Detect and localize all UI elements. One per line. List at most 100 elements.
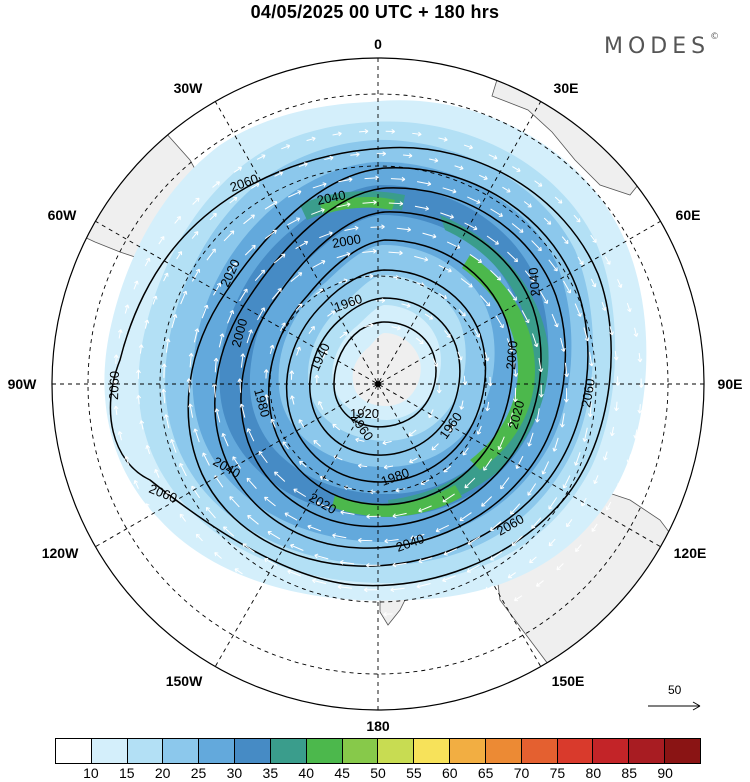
wind-arrow	[539, 291, 548, 304]
wind-arrowhead	[606, 260, 611, 265]
wind-arrowhead	[476, 199, 481, 204]
wind-arrowhead	[213, 357, 219, 362]
wind-arrowhead	[418, 508, 423, 513]
wind-arrow	[428, 409, 434, 418]
wind-arrow	[384, 539, 399, 542]
lon-label-150e: 150E	[551, 673, 585, 689]
wind-arrow	[315, 502, 330, 509]
wind-arrowhead	[406, 303, 411, 308]
wind-arrow	[282, 441, 289, 450]
wind-arrowhead	[240, 353, 246, 358]
wind-arrowhead	[432, 233, 437, 239]
wind-arrowhead	[609, 331, 614, 336]
wind-arrowhead	[134, 280, 139, 285]
wind-arrowhead	[395, 487, 400, 493]
wind-arrow	[144, 257, 150, 267]
wind-arrow	[609, 326, 613, 336]
wind-arrowhead	[581, 502, 586, 507]
wind-arrow	[422, 232, 437, 238]
wind-arrowhead	[552, 447, 558, 452]
wind-arrow	[507, 572, 516, 579]
wind-arrow	[403, 154, 413, 157]
wind-arrow	[446, 241, 461, 249]
wind-arrow	[617, 279, 622, 288]
wind-arrowhead	[113, 405, 119, 410]
wind-arrow	[264, 201, 278, 210]
wind-arrowhead	[390, 587, 395, 593]
wind-arrow	[388, 202, 403, 205]
wind-arrowhead	[484, 357, 490, 362]
wind-arrowhead	[233, 196, 238, 202]
wind-arrow	[479, 295, 491, 307]
wind-arrow	[246, 329, 252, 344]
wind-arrowhead	[558, 199, 563, 204]
wind-arrow	[364, 324, 374, 328]
wind-arrowhead	[382, 440, 387, 446]
wind-arrow	[247, 515, 259, 525]
wind-arrowhead	[407, 227, 412, 232]
contour-label: 2060	[106, 371, 122, 400]
wind-arrow	[460, 278, 473, 288]
wind-arrow	[639, 404, 641, 414]
wind-arrowhead	[298, 419, 303, 424]
wind-arrow	[415, 337, 424, 345]
wind-arrowhead	[160, 236, 165, 241]
wind-arrowhead	[579, 260, 584, 265]
wind-arrowhead	[605, 506, 610, 511]
wind-arrow	[502, 186, 511, 193]
wind-arrow	[332, 132, 342, 136]
wind-arrowhead	[247, 514, 252, 520]
wind-arrowhead	[603, 456, 608, 461]
wind-arrowhead	[176, 216, 181, 221]
wind-arrowhead	[507, 422, 513, 427]
wind-arrow	[538, 357, 542, 372]
wind-arrow	[271, 288, 282, 300]
lon-label-150w: 150W	[165, 673, 203, 689]
lon-label-90w: 90W	[7, 376, 37, 392]
wind-arrowhead	[246, 428, 252, 433]
wind-arrow	[319, 232, 333, 239]
wind-arrow	[244, 244, 256, 256]
wind-arrowhead	[124, 455, 129, 460]
wind-arrow	[229, 197, 238, 204]
wind-arrowhead	[304, 601, 309, 607]
wind-arrowhead	[269, 344, 275, 349]
wind-arrow	[240, 353, 244, 368]
wind-arrowhead	[117, 329, 123, 334]
wind-arrowhead	[627, 308, 632, 313]
wind-arrowhead	[281, 253, 286, 258]
wind-arrow	[481, 496, 493, 507]
wind-arrow	[391, 326, 401, 330]
wind-arrowhead	[366, 514, 370, 519]
wind-arrow	[298, 419, 305, 428]
wind-arrowhead	[574, 461, 579, 466]
wind-arrow	[513, 362, 517, 377]
wind-arrow	[390, 178, 405, 180]
wind-arrowhead	[323, 349, 328, 355]
wind-arrow	[196, 533, 203, 542]
wind-arrowhead	[308, 626, 313, 631]
wind-arrow	[418, 557, 433, 563]
wind-arrowhead	[512, 398, 518, 403]
wind-arrowhead	[449, 214, 454, 219]
wind-arrowhead	[339, 560, 344, 565]
wind-arrowhead	[590, 388, 595, 392]
wind-arrow	[449, 423, 455, 433]
wind-arrow	[467, 536, 481, 545]
wind-arrowhead	[456, 244, 461, 249]
colorbar-tick-label: 85	[621, 765, 638, 781]
colorbar-swatch	[91, 739, 128, 763]
wind-arrowhead	[237, 166, 243, 171]
wind-arrowhead	[538, 368, 544, 373]
wind-arrow	[340, 561, 355, 565]
wind-arrowhead	[195, 268, 201, 273]
wind-arrowhead	[527, 442, 532, 447]
wind-arrow	[274, 471, 286, 482]
wind-arrowhead	[161, 363, 167, 368]
wind-arrow	[531, 240, 542, 251]
wind-arrow	[227, 262, 237, 275]
wind-arrow	[284, 512, 298, 521]
wind-arrow	[566, 519, 573, 527]
wind-arrowhead	[483, 466, 488, 471]
wind-arrowhead	[527, 203, 532, 208]
